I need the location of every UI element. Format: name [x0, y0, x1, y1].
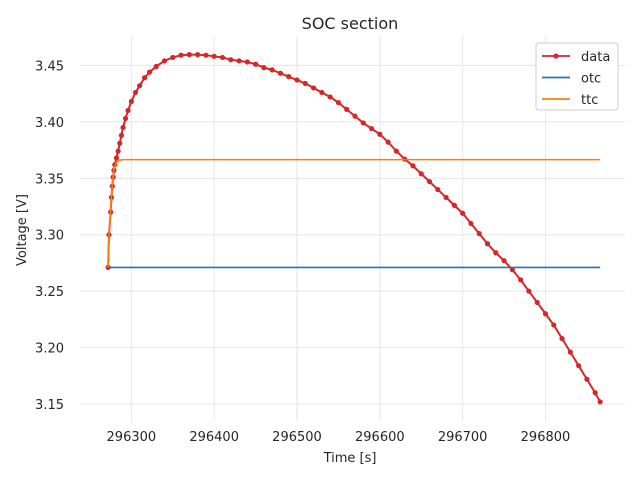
data-point — [509, 267, 515, 273]
x-tick-label: 296800 — [521, 430, 571, 445]
data-point — [118, 132, 125, 138]
x-tick-label: 296600 — [355, 430, 405, 445]
data-point — [310, 85, 317, 91]
data-point — [186, 52, 192, 58]
data-point — [178, 52, 184, 58]
data-point — [460, 210, 466, 216]
data-point — [393, 148, 399, 154]
data-point — [244, 59, 250, 65]
series-line-ttc — [107, 158, 601, 268]
data-point — [484, 241, 491, 247]
data-point — [443, 194, 449, 201]
x-tick-label: 296500 — [272, 430, 322, 445]
data-point — [559, 335, 565, 342]
data-point — [128, 98, 134, 105]
data-point — [170, 54, 176, 61]
legend-label: data — [581, 50, 610, 65]
data-point — [211, 53, 217, 59]
legend-entry-data: data — [542, 50, 610, 65]
data-point — [567, 349, 573, 355]
y-tick-label: 3.15 — [35, 398, 64, 413]
data-point — [451, 202, 457, 208]
data-point — [352, 113, 358, 119]
data-point — [146, 69, 153, 75]
data-point — [592, 390, 598, 396]
data-point — [153, 63, 159, 70]
series-line-data — [107, 53, 602, 403]
data-point — [117, 140, 123, 146]
y-tick-label: 3.30 — [35, 229, 64, 244]
data-point — [294, 77, 300, 83]
data-point — [385, 139, 391, 145]
data-point — [501, 258, 507, 264]
data-point — [335, 100, 342, 106]
y-tick-label: 3.20 — [35, 342, 64, 357]
y-axis-label: Voltage [V] — [15, 194, 30, 266]
x-tick-label: 296400 — [189, 430, 239, 445]
data-point — [142, 75, 148, 81]
data-point — [161, 58, 168, 64]
data-point — [468, 220, 474, 227]
legend-box — [535, 42, 619, 111]
x-tick-label: 296700 — [438, 430, 488, 445]
data-point — [302, 80, 308, 87]
data-point — [122, 115, 129, 122]
series-data — [105, 52, 603, 405]
data-point — [418, 171, 424, 177]
data-point — [534, 299, 540, 306]
legend-marker — [553, 53, 559, 59]
data-point — [344, 106, 350, 112]
data-point — [261, 65, 267, 71]
legend-entry-ttc: ttc — [542, 93, 598, 108]
data-point — [120, 124, 126, 131]
legend: data otc ttc — [535, 42, 619, 111]
legend-entry-otc: otc — [542, 72, 601, 87]
data-point — [115, 148, 121, 154]
data-point — [576, 363, 582, 369]
data-point — [219, 54, 226, 61]
data-point — [137, 83, 143, 89]
data-point — [228, 57, 234, 63]
y-tick-label: 3.45 — [35, 59, 64, 74]
data-point — [584, 376, 590, 382]
data-point — [203, 52, 209, 58]
y-tick-label: 3.40 — [35, 116, 64, 131]
data-point — [277, 70, 284, 76]
data-point — [252, 61, 259, 67]
series-ttc — [107, 158, 601, 268]
data-point — [426, 179, 433, 185]
x-axis-label: Time [s] — [323, 451, 377, 466]
plot-series — [105, 52, 603, 405]
chart-title: SOC section — [302, 14, 399, 33]
x-axis-ticks: 296300 296400 296500 296600 296700 296800 — [107, 430, 571, 445]
legend-label: ttc — [581, 93, 598, 108]
data-point — [269, 67, 275, 73]
data-point — [360, 120, 366, 126]
data-point — [597, 399, 603, 405]
data-point — [195, 52, 201, 58]
data-point — [236, 58, 242, 64]
data-point — [551, 322, 557, 328]
data-point — [113, 155, 120, 161]
data-point — [518, 277, 524, 283]
data-point — [286, 74, 292, 80]
data-point — [368, 125, 375, 132]
y-tick-label: 3.35 — [35, 172, 64, 187]
y-tick-label: 3.25 — [35, 285, 64, 300]
data-point — [319, 89, 325, 96]
data-point — [542, 311, 549, 317]
data-point — [327, 94, 333, 100]
x-tick-label: 296300 — [107, 430, 157, 445]
legend-label: otc — [581, 72, 601, 87]
data-point — [526, 288, 532, 294]
data-point — [125, 107, 131, 114]
data-point — [435, 186, 441, 193]
data-point — [132, 89, 139, 96]
y-axis-ticks: 3.15 3.20 3.25 3.30 3.35 3.40 3.45 — [35, 59, 64, 413]
data-point — [410, 163, 416, 169]
data-point — [377, 131, 383, 137]
data-point — [476, 230, 482, 237]
data-point — [493, 250, 499, 256]
